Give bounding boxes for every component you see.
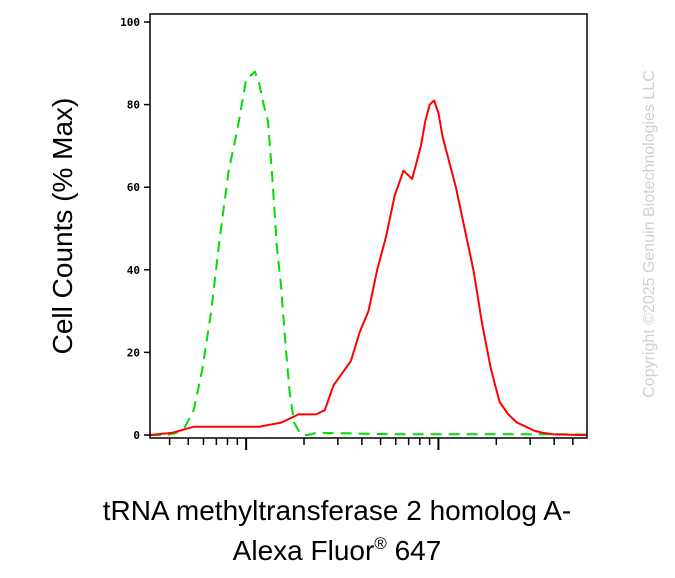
x-axis-label-sup: ® bbox=[374, 534, 387, 553]
y-tick-label: 40 bbox=[127, 264, 140, 277]
series-line-solid bbox=[149, 99, 587, 436]
plot-frame bbox=[149, 13, 588, 439]
x-axis-ticks bbox=[168, 438, 574, 450]
y-tick-label: 100 bbox=[120, 16, 140, 29]
y-tick-label: 80 bbox=[127, 99, 140, 112]
watermark-text: Copyright ©2025 Genuin Biotechnologies L… bbox=[641, 70, 658, 398]
x-axis-label-line1: tRNA methyltransferase 2 homolog A- bbox=[103, 495, 571, 526]
y-axis-label: Cell Counts (% Max) bbox=[47, 98, 78, 355]
y-tick-label: 60 bbox=[127, 181, 140, 194]
y-tick-label: 20 bbox=[127, 346, 140, 359]
y-tick-label: 0 bbox=[133, 429, 140, 442]
series-group bbox=[149, 70, 588, 436]
watermark: Copyright ©2025 Genuin Biotechnologies L… bbox=[641, 70, 658, 398]
y-axis-ticks: 0 20 40 60 80 100 bbox=[120, 16, 150, 442]
series-line-dashed bbox=[150, 70, 588, 436]
x-axis-label-end: 647 bbox=[387, 535, 442, 566]
x-axis-label-main: Alexa Fluor bbox=[233, 535, 375, 566]
x-axis-label-line2: Alexa Fluor® 647 bbox=[233, 534, 442, 566]
